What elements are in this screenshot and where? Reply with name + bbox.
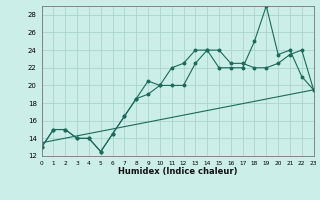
X-axis label: Humidex (Indice chaleur): Humidex (Indice chaleur) (118, 167, 237, 176)
